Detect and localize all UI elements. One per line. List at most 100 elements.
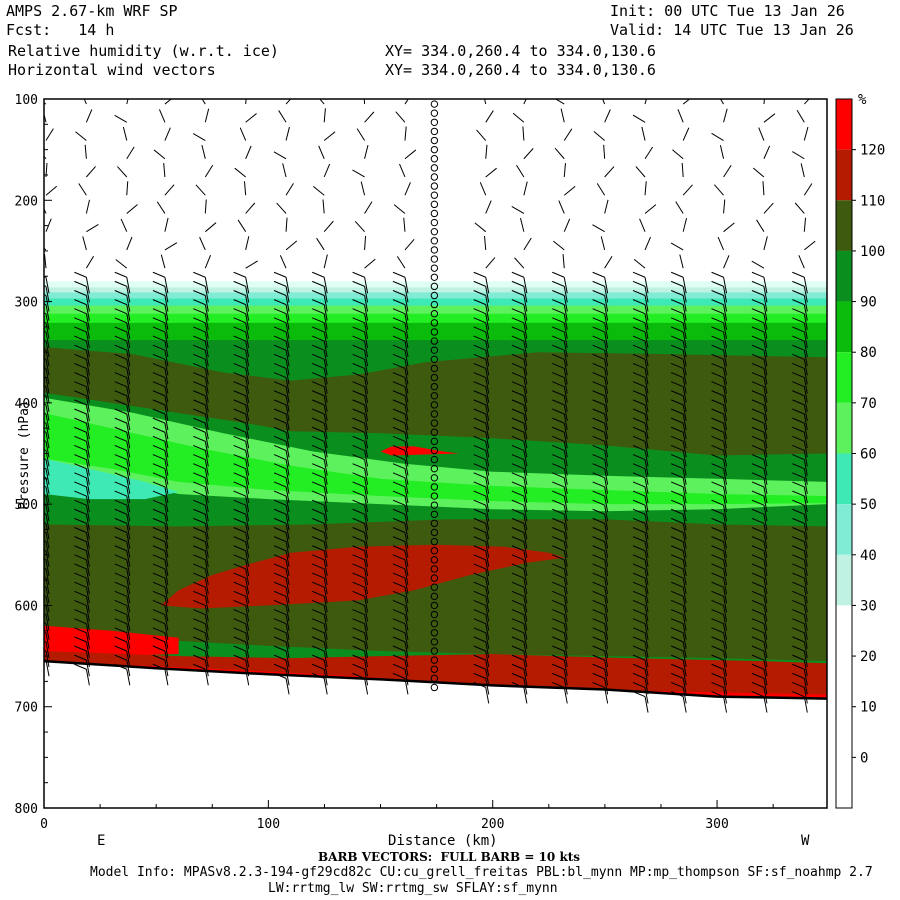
wind-barb <box>126 99 129 105</box>
wind-barb-flag <box>273 618 287 625</box>
wind-barb-flag <box>114 408 127 415</box>
wind-barb <box>682 486 687 504</box>
wind-barb <box>723 377 728 394</box>
wind-barb <box>523 404 528 421</box>
wind-barb <box>285 377 290 394</box>
colorbar-label: 110 <box>860 193 885 209</box>
wind-barb-flag <box>74 472 87 479</box>
wind-barb-flag <box>114 463 127 470</box>
wind-barb <box>204 304 209 321</box>
wind-barb-flag <box>670 490 684 497</box>
wind-barb <box>644 587 649 604</box>
wind-barb <box>204 359 209 376</box>
wind-barb <box>85 486 90 504</box>
wind-barb-flag <box>792 381 805 388</box>
wind-barb-flag <box>632 618 646 625</box>
wind-barb <box>644 313 649 330</box>
calm-wind-circle <box>430 291 439 300</box>
calm-wind-circle <box>430 428 439 436</box>
wind-barb <box>523 641 528 658</box>
wind-barb-flag <box>592 536 605 543</box>
wind-barb <box>323 108 326 123</box>
wind-barb-flag <box>273 426 287 433</box>
wind-barb <box>723 295 728 312</box>
wind-barb <box>485 386 490 403</box>
wind-barb-flag <box>592 517 605 524</box>
wind-barb <box>285 99 292 105</box>
wind-barb-flag <box>792 654 805 661</box>
wind-barb-flag <box>152 308 166 315</box>
wind-barb-flag <box>592 435 605 442</box>
wind-barb-flag <box>711 308 724 315</box>
wind-barb <box>245 322 250 339</box>
wind-barb <box>164 304 169 321</box>
wind-barb <box>126 395 131 412</box>
wind-barb <box>485 596 490 613</box>
wind-barb <box>204 404 209 421</box>
wind-barb-flag <box>312 536 325 543</box>
wind-barb-flag <box>632 590 646 597</box>
wind-barb <box>719 145 725 159</box>
wind-barb-flag <box>273 554 287 561</box>
wind-barb-flag <box>392 408 406 415</box>
wind-barb-flag <box>273 572 287 579</box>
wind-barb <box>273 151 287 160</box>
wind-barb <box>523 386 528 403</box>
wind-barb-flag <box>273 381 287 388</box>
wind-barb-flag <box>114 527 127 533</box>
wind-barb <box>164 495 169 513</box>
wind-barb <box>85 359 90 376</box>
wind-barb <box>164 587 169 604</box>
wind-barb-flag <box>632 672 646 679</box>
wind-barb-flag <box>792 463 805 470</box>
wind-barb-flag <box>670 381 684 388</box>
wind-barb <box>164 404 169 421</box>
wind-barb <box>682 350 687 367</box>
wind-barb <box>404 559 409 576</box>
wind-barb <box>644 146 654 160</box>
wind-barb <box>126 596 131 613</box>
wind-barb <box>558 200 565 214</box>
wind-barb <box>563 623 568 640</box>
wind-barb <box>360 181 366 196</box>
wind-barb-flag <box>352 353 365 360</box>
calm-wind-circle <box>430 319 439 327</box>
wind-barb-flag <box>74 426 87 433</box>
wind-barb <box>803 687 808 704</box>
wind-barb <box>245 486 250 504</box>
wind-barb-flag <box>233 554 246 561</box>
wind-barb-flag <box>511 627 525 634</box>
wind-barb-flag <box>670 554 684 561</box>
wind-barb-flag <box>751 691 765 698</box>
wind-barb-flag <box>711 299 724 306</box>
wind-barb <box>803 277 808 294</box>
wind-barb <box>285 126 290 141</box>
wind-barb-flag <box>592 335 605 342</box>
wind-barb-flag <box>511 344 525 351</box>
wind-barb-flag <box>74 581 87 588</box>
wind-barb-flag <box>592 554 605 561</box>
wind-barb-flag <box>473 554 486 561</box>
wind-barb <box>723 340 728 358</box>
wind-barb-flag <box>552 381 565 388</box>
wind-barb <box>323 505 328 522</box>
wind-barb-flag <box>711 417 724 424</box>
wind-barb-flag <box>552 599 565 606</box>
wind-barb-flag <box>792 372 805 378</box>
wind-barb <box>364 340 369 358</box>
wind-barb-flag <box>352 517 365 524</box>
wind-barb <box>285 368 290 385</box>
wind-barb <box>323 468 328 485</box>
wind-barb-flag <box>233 609 246 616</box>
wind-barb <box>364 669 369 686</box>
wind-barb <box>796 110 805 123</box>
wind-barb <box>563 669 568 686</box>
wind-barb <box>803 505 808 522</box>
wind-barb <box>644 99 647 105</box>
wind-barb-flag <box>711 554 724 561</box>
wind-barb-flag <box>312 353 325 360</box>
wind-barb <box>204 614 209 631</box>
wind-barb <box>285 450 290 467</box>
wind-barb <box>364 505 369 522</box>
wind-barb <box>520 217 525 232</box>
